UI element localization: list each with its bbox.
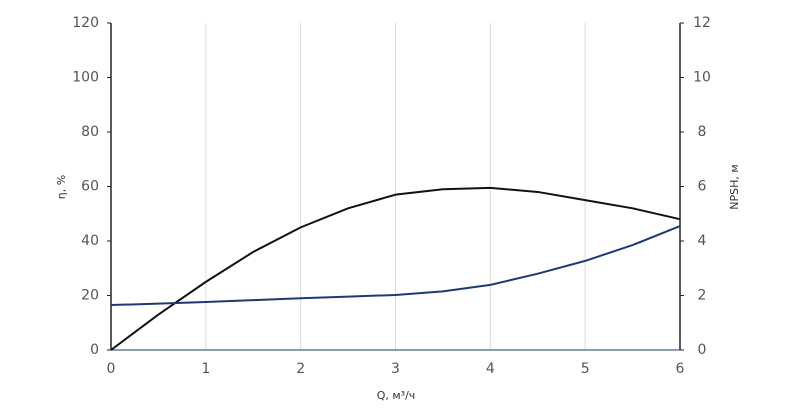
y2-tick-label: 2 — [698, 288, 707, 304]
y2-tick-label: 12 — [693, 15, 711, 31]
x-tick-label: 6 — [676, 361, 685, 377]
x-tick-label: 3 — [391, 361, 400, 377]
y2-tick-label: 0 — [698, 342, 707, 358]
y2-tick-label: 10 — [693, 70, 711, 86]
series-line — [110, 225, 681, 307]
y2-tick-label: 8 — [698, 124, 707, 140]
y-tick-label: 80 — [81, 124, 99, 140]
x-tick-label: 5 — [581, 361, 590, 377]
x-tick-label: 2 — [296, 361, 305, 377]
y-tick-label: 40 — [81, 233, 99, 249]
x-tick-label: 0 — [107, 361, 116, 377]
y-tick-label: 60 — [81, 179, 99, 195]
x-tick-label: 1 — [201, 361, 210, 377]
x-axis-title: Q, м³/ч — [377, 389, 416, 402]
y-tick-label: 0 — [90, 342, 99, 358]
x-tick-label: 4 — [486, 361, 495, 377]
y-tick-label: 100 — [72, 70, 99, 86]
series-line — [110, 186, 681, 351]
y2-axis-title: NPSH, м — [728, 164, 741, 209]
y-axis-title: η, % — [55, 175, 68, 199]
y2-tick-label: 6 — [698, 179, 707, 195]
y-tick-label: 120 — [72, 15, 99, 31]
y2-tick-label: 4 — [698, 233, 707, 249]
y-tick-label: 20 — [81, 288, 99, 304]
